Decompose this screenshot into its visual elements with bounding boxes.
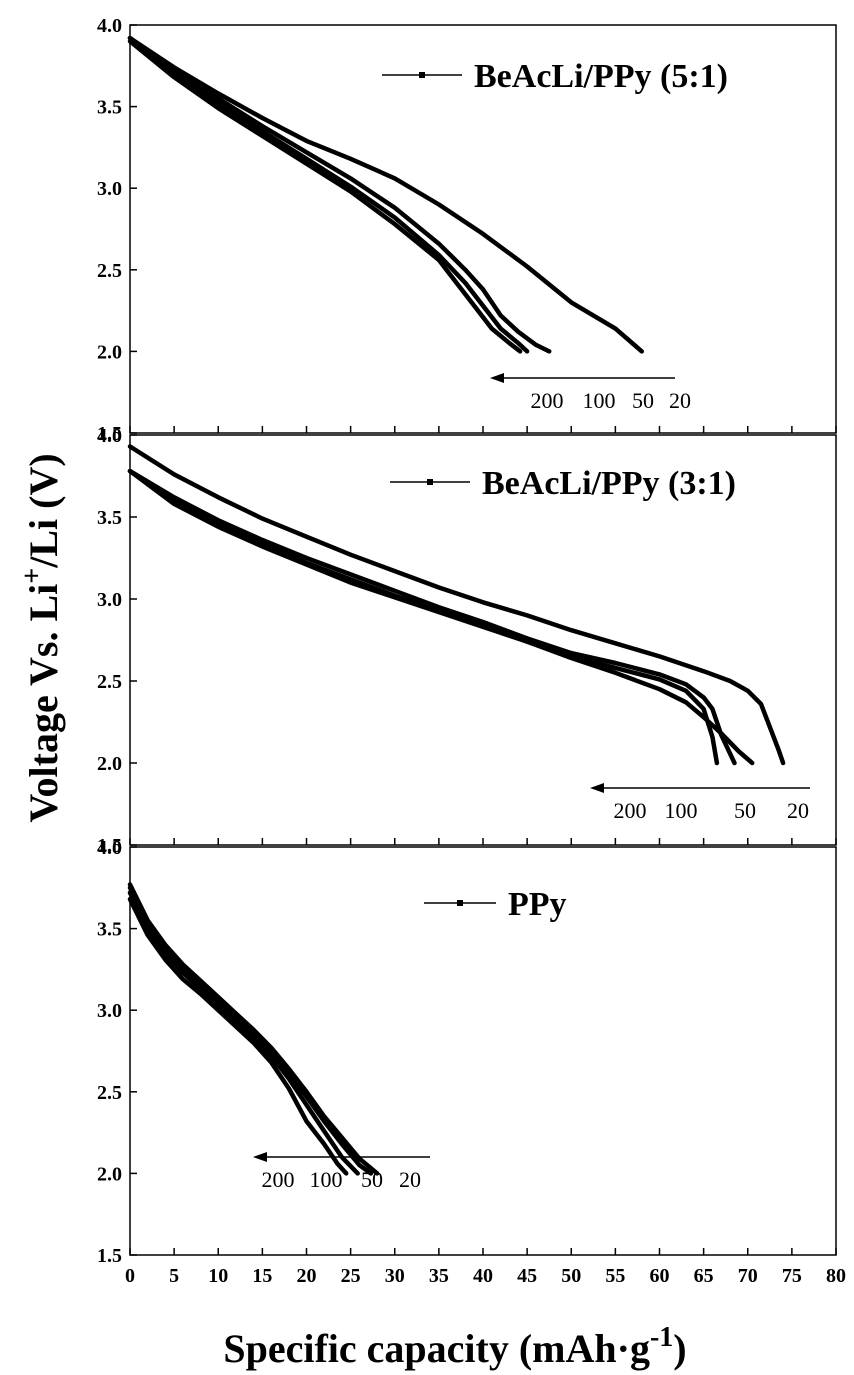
chart-panel-2: 1.5 2.0 2.5 3.0 3.5 4.0 BeAcLi/PPy (3:1) 200 100… xyxy=(97,425,837,857)
x-tick-label: 60 xyxy=(650,1265,670,1287)
legend-marker xyxy=(419,72,425,78)
series-line-100 xyxy=(127,890,360,1176)
rate-label-100: 100 xyxy=(583,388,616,413)
rate-label-20: 20 xyxy=(399,1167,421,1192)
chart-panel-1: 1.5 2.0 2.5 3.0 3.5 4.0 BeAcLi/PPy (5:1) 200 100… xyxy=(97,15,837,445)
rate-label-200: 200 xyxy=(614,798,647,823)
x-tick-label: 0 xyxy=(125,1265,135,1287)
rate-label-50: 50 xyxy=(734,798,756,823)
plot-frame xyxy=(129,846,837,1256)
x-tick-label: 45 xyxy=(517,1265,537,1287)
y-tick-label: 4.0 xyxy=(97,837,122,859)
y-tick-label: 4.0 xyxy=(97,15,122,37)
y-tick-label: 2.0 xyxy=(97,341,122,363)
y-tick-label: 1.5 xyxy=(97,835,122,857)
legend-label: PPy xyxy=(508,886,567,923)
series-line-50 xyxy=(127,885,374,1176)
series-line-200 xyxy=(127,896,349,1176)
rate-arrow-head xyxy=(490,373,504,383)
legend-marker xyxy=(457,900,463,906)
y-tick-label: 1.5 xyxy=(97,423,122,445)
series-line-100 xyxy=(127,35,530,354)
series-line-50 xyxy=(127,35,552,354)
series-line-20 xyxy=(127,882,380,1176)
y-tick-label: 3.5 xyxy=(97,919,122,941)
y-tick-label: 1.5 xyxy=(97,1245,122,1267)
y-tick-label: 4.0 xyxy=(97,425,122,447)
rate-label-200: 200 xyxy=(531,388,564,413)
rate-label-20: 20 xyxy=(787,798,809,823)
rate-arrow-head xyxy=(253,1152,267,1162)
y-tick-label: 3.0 xyxy=(97,178,122,200)
x-axis-title: Specific capacity (mAh·g-1) xyxy=(223,1322,686,1371)
rate-label-50: 50 xyxy=(361,1167,383,1192)
rate-arrow-head xyxy=(590,783,604,793)
y-tick-label: 2.5 xyxy=(97,1082,122,1104)
y-tick-label: 3.0 xyxy=(97,589,122,611)
series-line-200 xyxy=(127,468,755,766)
series-line-20 xyxy=(127,35,645,354)
chart-panel-3: 1.5 2.0 2.5 3.0 3.5 4.0 0 5 10 15 20 25 30 35 40 45 50 55… xyxy=(97,837,846,1287)
x-tick-label: 15 xyxy=(252,1265,272,1287)
legend-label: BeAcLi/PPy (3:1) xyxy=(482,465,736,502)
y-tick-label: 3.0 xyxy=(97,1000,122,1022)
legend-label: BeAcLi/PPy (5:1) xyxy=(474,58,728,95)
x-tick-label: 55 xyxy=(605,1265,625,1287)
x-tick-label: 75 xyxy=(782,1265,802,1287)
x-tick-label: 40 xyxy=(473,1265,493,1287)
y-axis-title: Voltage Vs. Li+/Li (V) xyxy=(17,453,66,822)
series-line-100 xyxy=(127,468,720,766)
x-tick-label: 5 xyxy=(169,1265,179,1287)
x-tick-label: 65 xyxy=(694,1265,714,1287)
rate-label-100: 100 xyxy=(665,798,698,823)
y-tick-label: 2.5 xyxy=(97,260,122,282)
x-tick-label: 25 xyxy=(341,1265,361,1287)
y-tick-label: 2.0 xyxy=(97,1163,122,1185)
x-tick-label: 50 xyxy=(561,1265,581,1287)
x-tick-label: 20 xyxy=(297,1265,317,1287)
y-tick-label: 3.5 xyxy=(97,507,122,529)
rate-label-100: 100 xyxy=(310,1167,343,1192)
y-tick-label: 3.5 xyxy=(97,97,122,119)
x-tick-label: 70 xyxy=(738,1265,758,1287)
x-tick-label: 30 xyxy=(385,1265,405,1287)
x-tick-label: 80 xyxy=(826,1265,846,1287)
rate-label-50: 50 xyxy=(632,388,654,413)
series-line-200 xyxy=(127,39,523,354)
legend-marker xyxy=(427,479,433,485)
series-line-50 xyxy=(127,468,737,766)
rate-label-200: 200 xyxy=(262,1167,295,1192)
y-tick-label: 2.0 xyxy=(97,753,122,775)
rate-label-20: 20 xyxy=(669,388,691,413)
x-tick-label: 35 xyxy=(429,1265,449,1287)
x-tick-label: 10 xyxy=(208,1265,228,1287)
y-tick-label: 2.5 xyxy=(97,671,122,693)
series-line-20 xyxy=(127,444,786,766)
